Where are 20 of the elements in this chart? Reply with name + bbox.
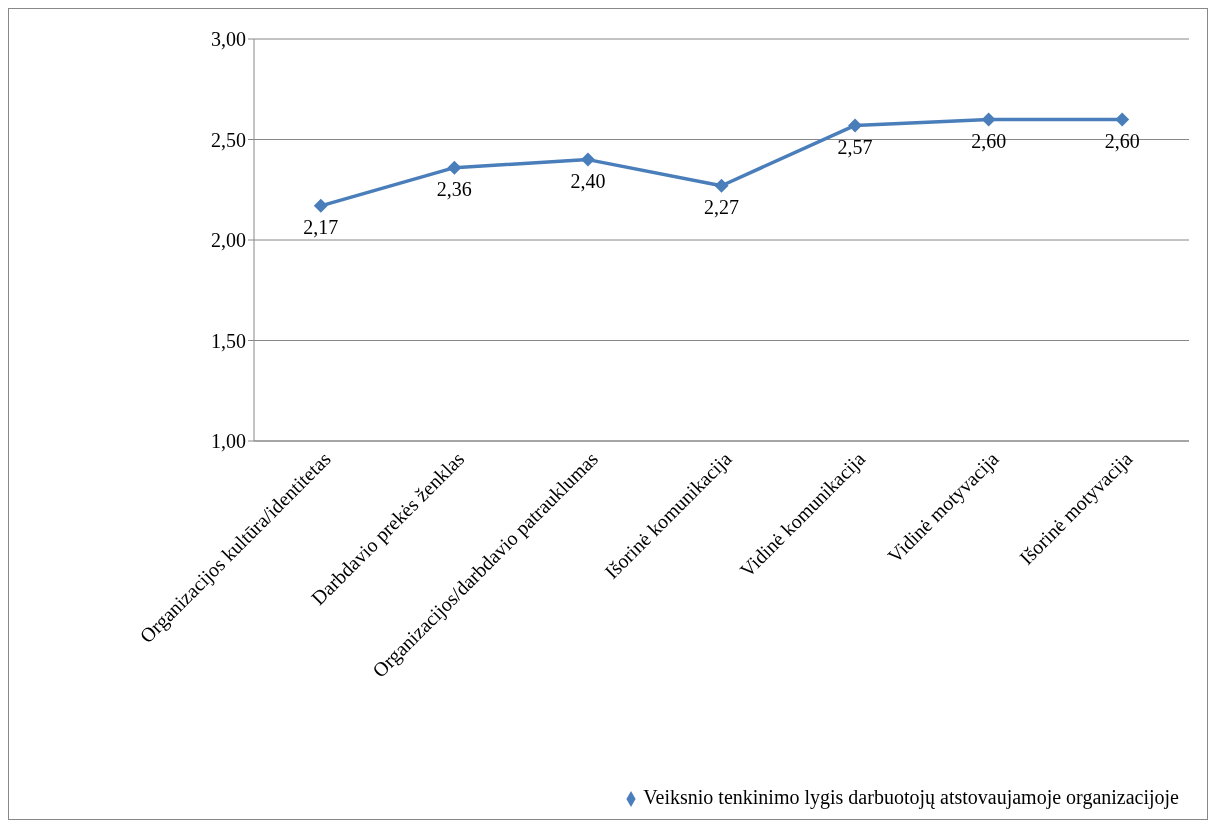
data-label: 2,57 [837, 135, 873, 158]
data-label: 2,27 [704, 195, 739, 218]
point [848, 118, 863, 133]
y-tick-label: 2,00 [211, 229, 246, 252]
y-tick-label: 2,50 [211, 128, 246, 151]
data-label: 2,40 [570, 169, 606, 192]
data-label: 2,36 [436, 177, 472, 200]
data-label: 2,60 [1104, 129, 1140, 152]
data-label: 2,60 [971, 129, 1007, 152]
y-tick-label: 1,50 [211, 329, 246, 352]
point [313, 198, 328, 213]
point [580, 152, 595, 167]
legend-label: Veiksnio tenkinimo lygis darbuotojų atstovaujamoje organizacijoje [643, 786, 1179, 808]
point [1115, 112, 1130, 127]
point [447, 160, 462, 175]
y-tick-label: 1,00 [211, 430, 246, 453]
data-label: 2,17 [303, 216, 339, 239]
point [714, 178, 729, 193]
y-tick-label: 3,00 [211, 28, 246, 51]
point [981, 112, 996, 127]
